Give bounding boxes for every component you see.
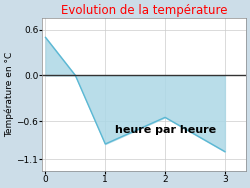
Y-axis label: Température en °C: Température en °C xyxy=(4,52,14,137)
Text: heure par heure: heure par heure xyxy=(114,125,216,135)
Title: Evolution de la température: Evolution de la température xyxy=(61,4,228,17)
